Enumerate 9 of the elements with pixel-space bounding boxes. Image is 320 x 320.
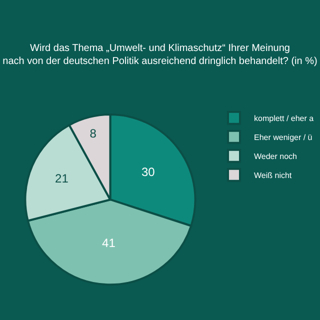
- data-label: 21: [55, 172, 69, 186]
- data-label: 41: [102, 236, 116, 250]
- legend-label: Weder noch: [254, 152, 297, 162]
- legend-label: komplett / eher a: [254, 114, 314, 124]
- chart-title: Wird das Thema „Umwelt- und Klimaschutz“ Ihrer Meinung nach von der deutschen Politik ausreichend dringlich behandelt? (in %): [2, 43, 318, 68]
- legend-label: Weiß nicht: [254, 171, 292, 180]
- data-label: 30: [141, 164, 156, 179]
- legend-label: Eher weniger / ü: [254, 133, 312, 142]
- data-label: 8: [90, 126, 97, 141]
